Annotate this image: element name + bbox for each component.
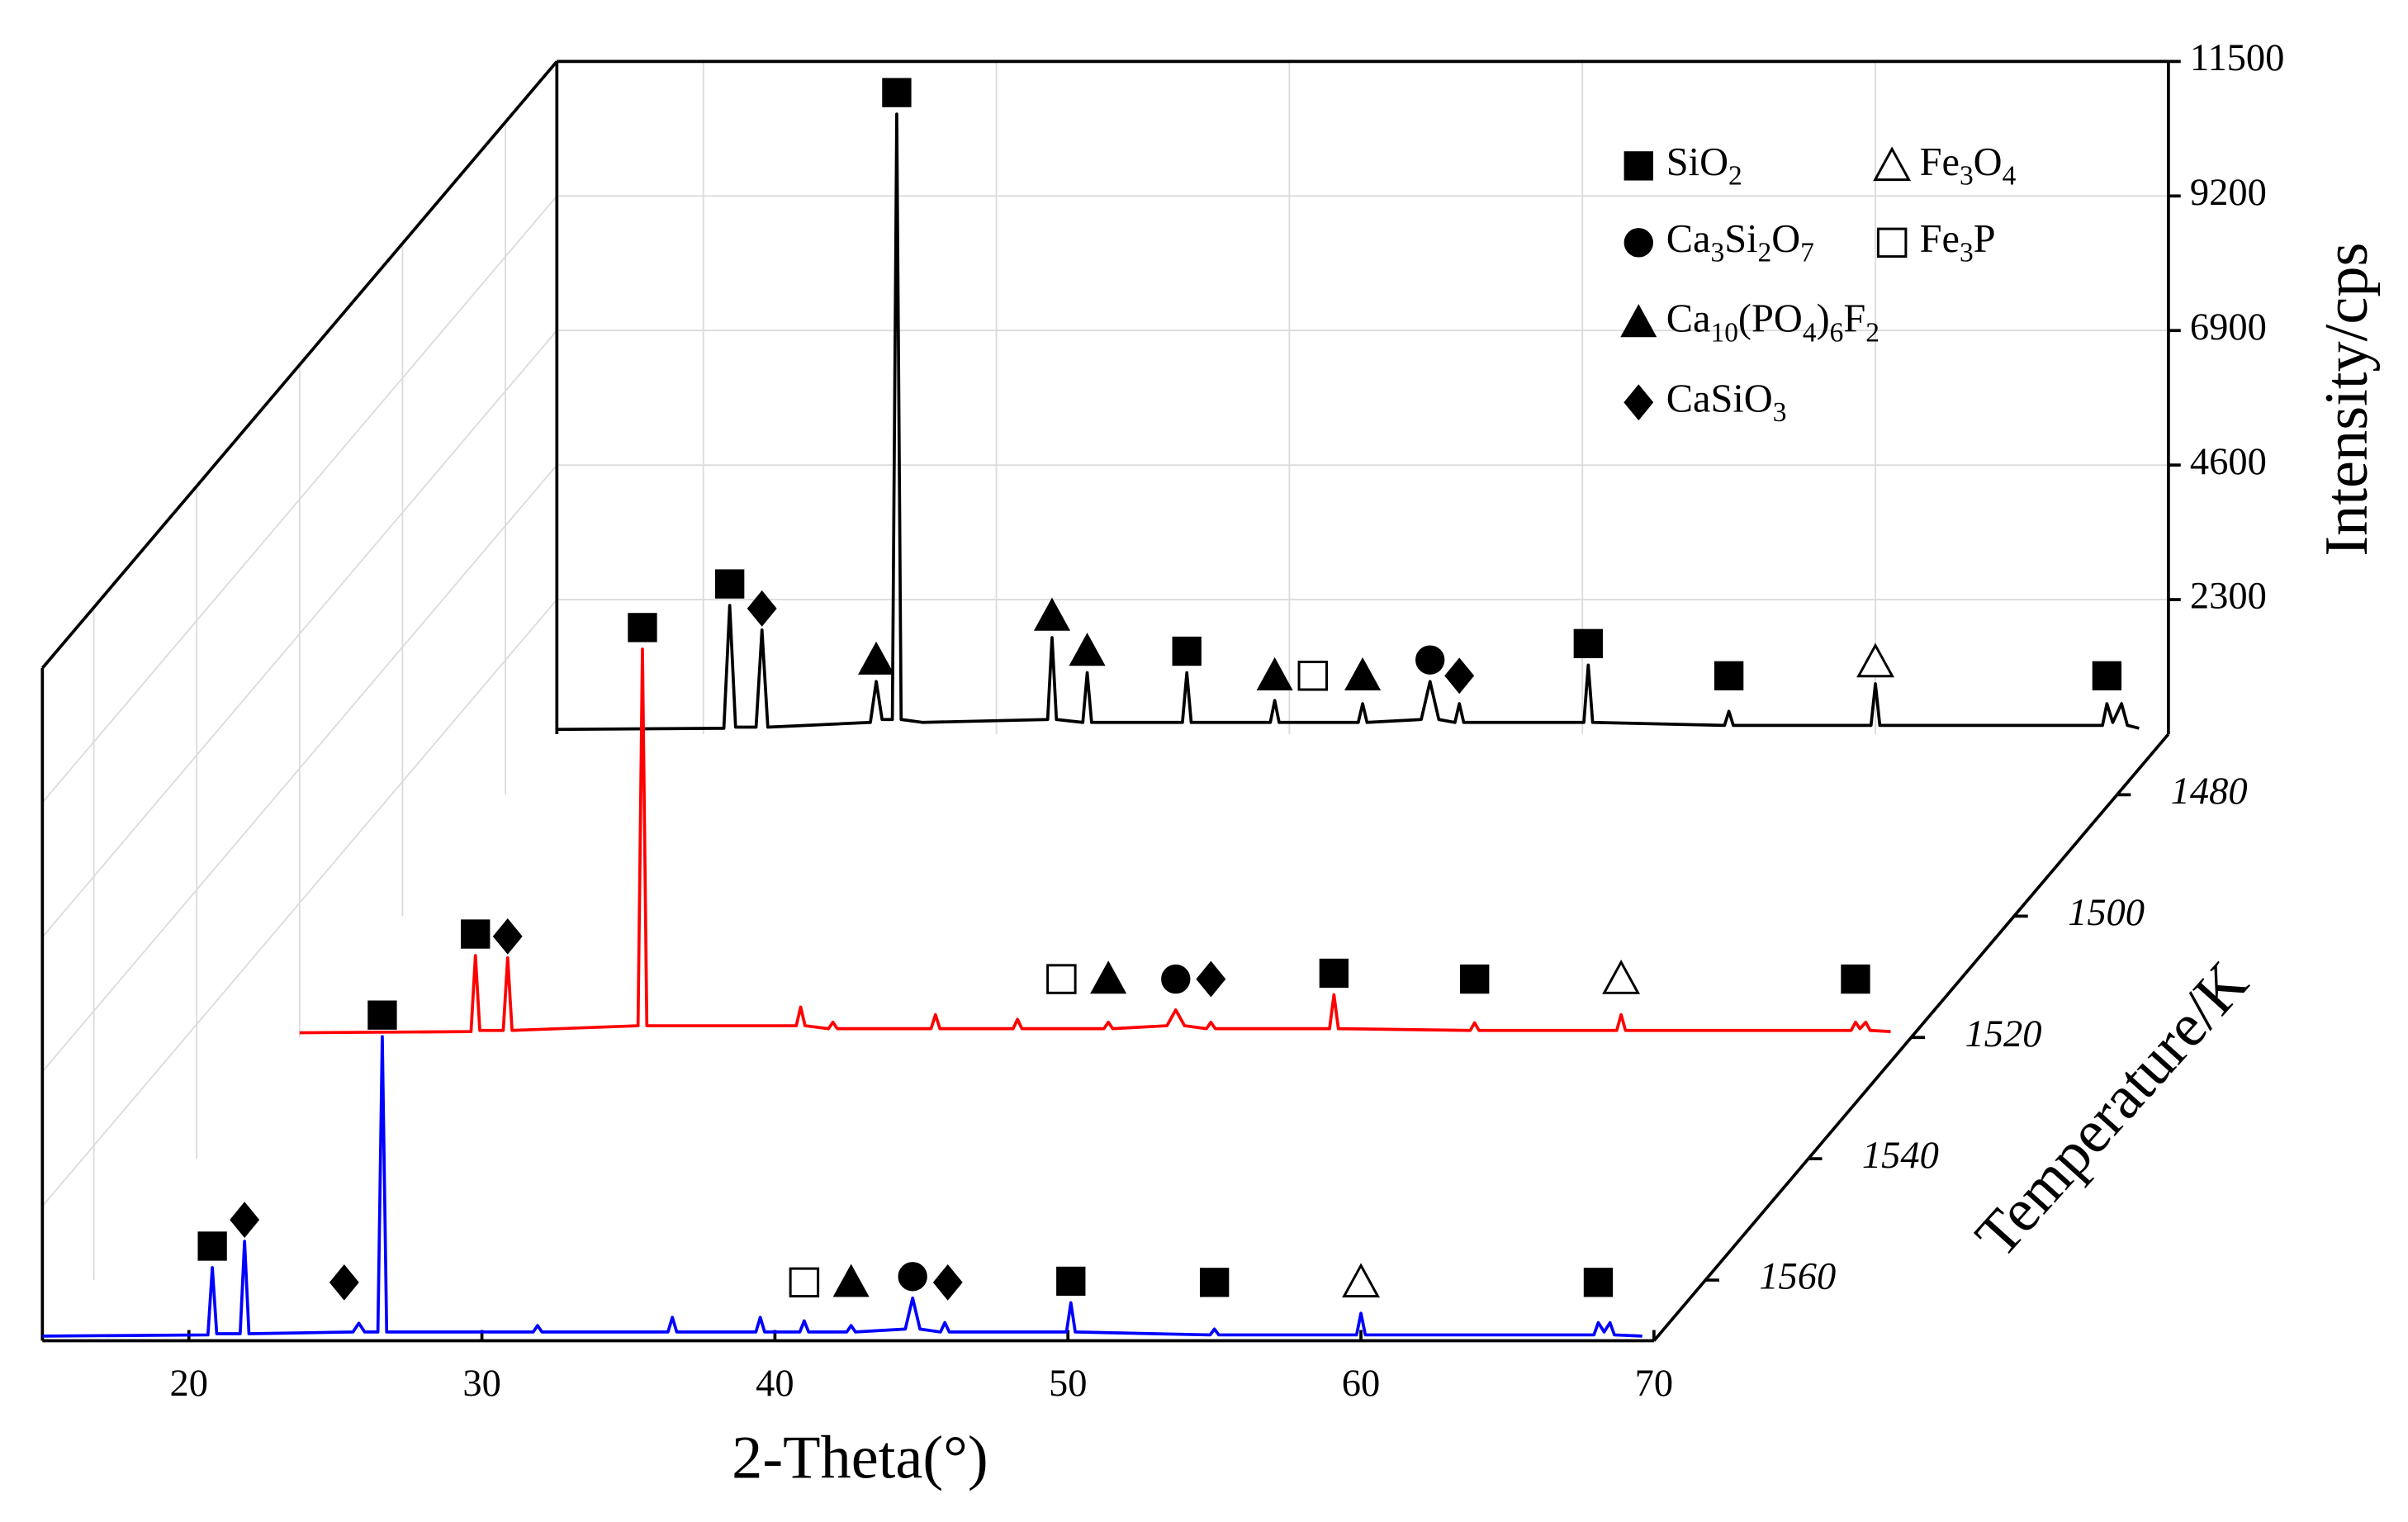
- axis-frame: [40, 60, 558, 670]
- y-tick-label: 2300: [2190, 576, 2267, 618]
- phase-marker: [1344, 657, 1382, 690]
- phase-marker: [1583, 1268, 1614, 1297]
- phase-marker: [1602, 960, 1641, 994]
- z-tick-label: 1480: [2171, 770, 2248, 813]
- x-tick-label: 20: [170, 1363, 208, 1405]
- legend-label: CaSiO3: [1666, 377, 1787, 427]
- phase-marker: [1444, 657, 1475, 695]
- phase-marker: [1161, 964, 1191, 994]
- legend-label: Ca10(PO4)6F2: [1666, 297, 1879, 348]
- phase-marker: [1056, 1266, 1086, 1297]
- phase-marker: [1172, 636, 1202, 666]
- phase-marker: [628, 613, 657, 642]
- x-tick-label: 40: [756, 1363, 794, 1405]
- z-axis-title: Temperature/K: [1963, 949, 2261, 1270]
- y-tick-label: 11500: [2190, 37, 2284, 79]
- phase-marker: [1199, 1268, 1230, 1297]
- phase-marker: [898, 1262, 927, 1292]
- z-tick-label: 1500: [2068, 892, 2145, 934]
- phase-marker: [789, 1267, 820, 1298]
- phase-marker: [715, 569, 745, 599]
- series-line: [42, 1035, 1642, 1338]
- phase-marker: [858, 641, 895, 675]
- legend-label: Fe3O4: [1920, 140, 2017, 191]
- phase-marker: [1297, 661, 1329, 691]
- phase-marker: [1319, 958, 1349, 989]
- y-tick-label: 9200: [2190, 172, 2267, 214]
- phase-marker: [1033, 597, 1071, 631]
- legend-label: Ca3Si2O7: [1666, 217, 1814, 268]
- axis-frame: [1652, 733, 2170, 1342]
- phase-marker: [1841, 964, 1870, 994]
- phase-marker: [230, 1202, 260, 1239]
- phase-marker: [832, 1264, 870, 1297]
- y-tick-label: 6900: [2190, 306, 2267, 348]
- phase-marker: [1069, 633, 1106, 666]
- phase-marker: [1573, 628, 1603, 659]
- x-tick-label: 60: [1342, 1363, 1380, 1405]
- phase-marker: [1342, 1263, 1381, 1298]
- phase-marker: [1714, 661, 1744, 690]
- y-tick-label: 4600: [2190, 441, 2267, 483]
- phase-marker: [461, 919, 491, 949]
- phase-marker: [882, 78, 912, 107]
- phase-marker: [1090, 960, 1127, 994]
- phase-marker: [492, 917, 523, 955]
- phase-marker: [2092, 661, 2122, 690]
- phase-marker: [1415, 645, 1445, 675]
- y-axis-title: Intensity/cps: [2313, 242, 2381, 556]
- z-tick-label: 1560: [1759, 1256, 1836, 1298]
- legend-marker: [1873, 146, 1912, 182]
- phase-marker: [1046, 964, 1077, 994]
- z-tick-label: 1520: [1965, 1013, 2041, 1055]
- x-tick-label: 70: [1635, 1363, 1673, 1405]
- series-line: [299, 647, 1891, 1035]
- legend-label: Fe3P: [1920, 217, 1996, 268]
- phase-marker: [329, 1264, 359, 1301]
- phase-marker: [747, 590, 777, 627]
- phase-marker: [1460, 964, 1490, 994]
- legend-marker: [1624, 384, 1654, 421]
- x-tick-label: 50: [1049, 1363, 1087, 1405]
- z-tick-label: 1540: [1862, 1135, 1939, 1177]
- phase-marker: [1856, 642, 1895, 678]
- phase-marker: [197, 1231, 227, 1261]
- legend-marker: [1624, 151, 1653, 181]
- x-tick-label: 30: [462, 1363, 500, 1405]
- phase-marker: [1256, 657, 1293, 690]
- legend-marker: [1620, 304, 1657, 338]
- phase-marker: [932, 1264, 963, 1301]
- legend-marker: [1624, 228, 1653, 258]
- phase-marker: [367, 1000, 397, 1030]
- legend-marker: [1876, 227, 1908, 258]
- legend-label: SiO2: [1666, 140, 1742, 191]
- series-line: [557, 112, 2140, 732]
- x-axis-title: 2-Theta(°): [732, 1424, 988, 1491]
- phase-marker: [1196, 960, 1226, 998]
